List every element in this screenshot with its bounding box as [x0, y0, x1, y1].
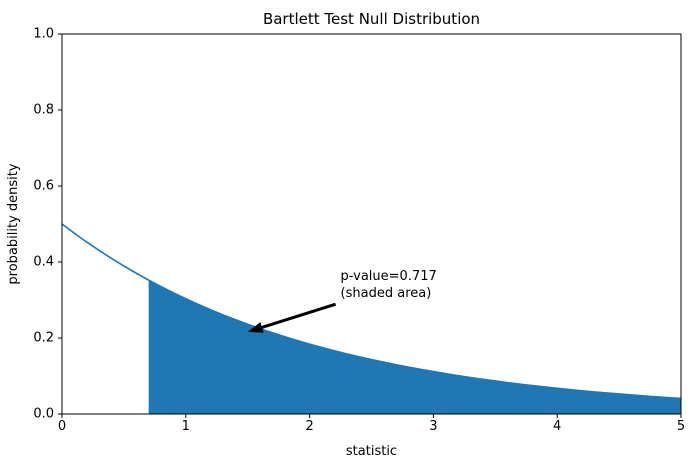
x-axis-label: statistic [346, 444, 397, 459]
x-tick-label: 5 [677, 419, 685, 434]
y-tick-label: 0.8 [33, 103, 54, 118]
chart-title: Bartlett Test Null Distribution [263, 10, 480, 28]
x-tick-label: 0 [58, 419, 66, 434]
x-tick-label: 1 [182, 419, 190, 434]
y-tick-label: 0.6 [33, 179, 54, 194]
x-tick-label: 3 [429, 419, 437, 434]
x-tick-label: 4 [553, 419, 561, 434]
y-tick-label: 0.2 [33, 331, 54, 346]
plot-border [61, 33, 682, 415]
plot-area: 0 1 2 3 4 5 0.0 0.2 0.4 0.6 0.8 1.0 [33, 27, 685, 434]
annotation-arrow-shaft [260, 302, 337, 330]
y-tick-label: 0.4 [33, 255, 54, 270]
y-tick-label: 0.0 [33, 407, 54, 422]
annotation-text-line1: p-value=0.717 [341, 269, 437, 284]
shaded-area-p-value [148, 280, 681, 414]
x-tick-label: 2 [305, 419, 313, 434]
annotation-text-line2: (shaded area) [341, 286, 432, 301]
y-axis-label: probability density [6, 163, 21, 284]
annotation-arrow-head [247, 322, 264, 333]
density-curve [61, 223, 682, 400]
y-tick-label: 1.0 [33, 27, 54, 42]
